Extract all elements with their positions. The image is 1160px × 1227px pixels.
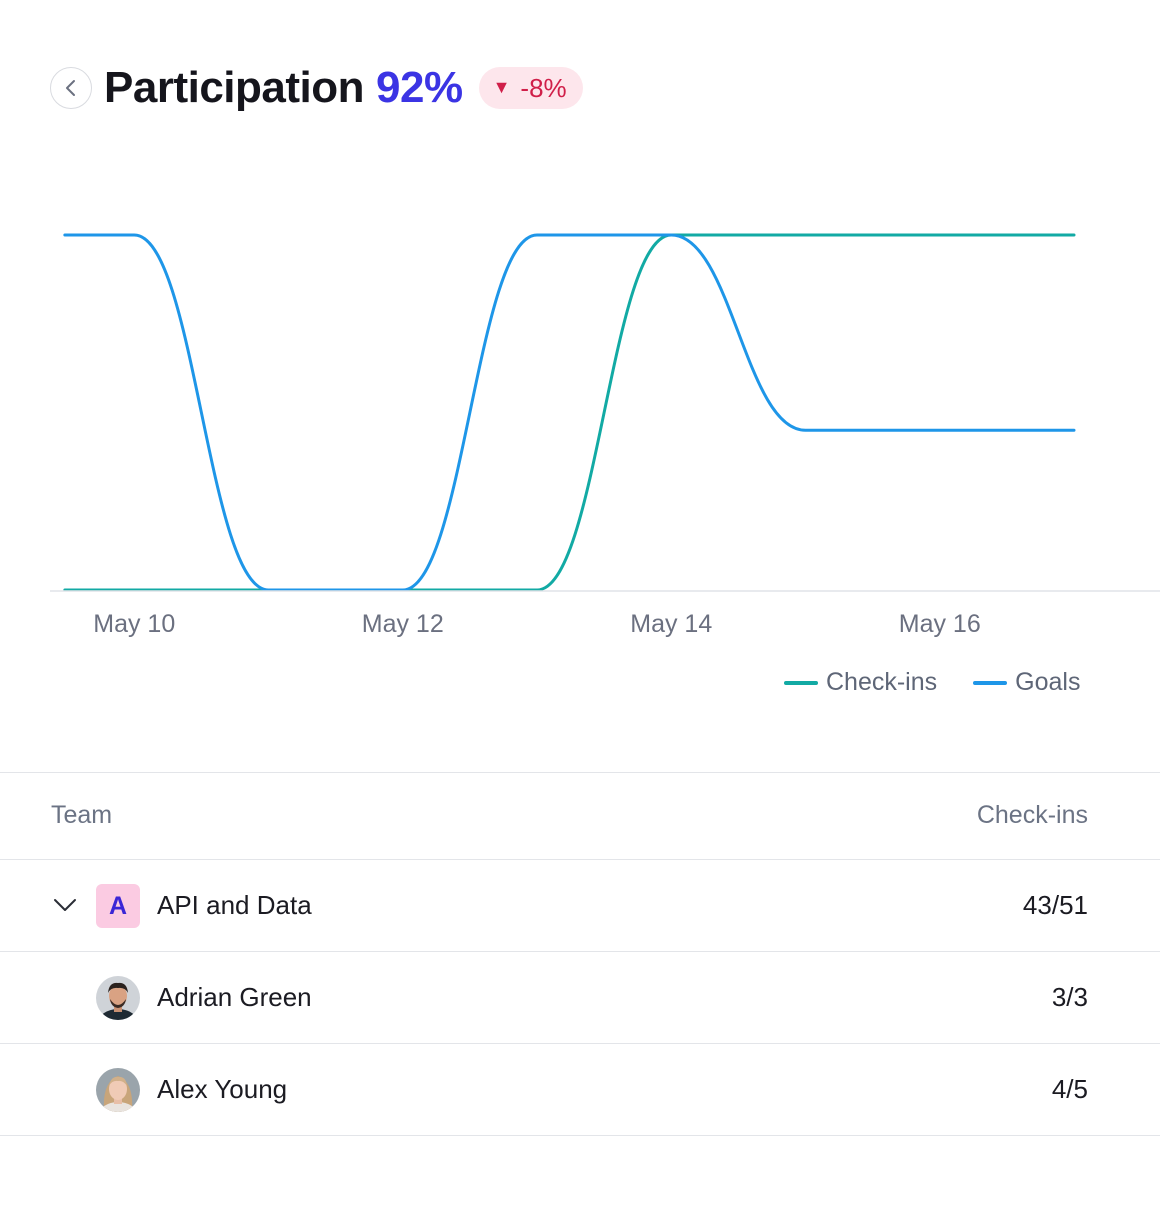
table-row[interactable]: Adrian Green 3/3 <box>0 951 1160 1043</box>
x-tick-label: May 14 <box>630 610 712 638</box>
chart-legend: Check-ins Goals <box>784 668 1116 697</box>
page-header: Participation 92% ▼ -8% <box>50 63 583 112</box>
table-row-partial <box>0 1135 1160 1227</box>
team-avatar: A <box>96 884 140 928</box>
legend-swatch-checkins <box>784 680 818 685</box>
team-checkins-value: 43/51 <box>1022 890 1088 920</box>
legend-label-goals: Goals <box>1015 668 1081 696</box>
delta-value: -8% <box>520 72 567 103</box>
legend-swatch-goals <box>973 680 1008 685</box>
tick-layer: May 10 May 12 May 14 May 16 <box>93 610 980 638</box>
member-name: Alex Young <box>157 1074 288 1104</box>
table-row[interactable]: Alex Young 4/5 <box>0 1043 1160 1135</box>
participation-percent: 92% <box>376 63 463 112</box>
team-table: Team Check-ins A API and Data 43/51 Adri… <box>0 772 1160 1227</box>
chevron-left-icon <box>66 80 75 96</box>
back-button[interactable] <box>50 67 92 109</box>
chevron-down-icon[interactable] <box>52 892 78 918</box>
member-name: Adrian Green <box>157 982 312 1012</box>
member-checkins-value: 4/5 <box>1051 1074 1088 1104</box>
series-layer <box>63 233 1076 592</box>
table-header-row: Team Check-ins <box>0 772 1160 859</box>
x-tick-label: May 16 <box>899 610 981 638</box>
page-title: Participation <box>104 63 365 112</box>
series-line-check-ins <box>63 233 1076 592</box>
avatar <box>96 976 140 1020</box>
avatar <box>96 1068 140 1112</box>
series-line-goals <box>63 233 1076 592</box>
x-tick-label: May 12 <box>362 610 444 638</box>
down-arrow-icon: ▼ <box>492 76 511 97</box>
member-checkins-value: 3/3 <box>1051 982 1088 1012</box>
legend-label-checkins: Check-ins <box>826 668 938 696</box>
x-tick-label: May 10 <box>93 610 175 638</box>
column-header-team[interactable]: Team <box>51 801 113 829</box>
legend-item-checkins[interactable]: Check-ins <box>784 668 937 697</box>
legend-item-goals[interactable]: Goals <box>973 668 1080 697</box>
participation-chart: May 10 May 12 May 14 May 16 <box>50 233 1160 638</box>
team-name: API and Data <box>157 890 312 920</box>
column-header-checkins[interactable]: Check-ins <box>976 801 1088 829</box>
delta-badge: ▼ -8% <box>478 67 583 109</box>
team-group-row[interactable]: A API and Data 43/51 <box>0 859 1160 951</box>
